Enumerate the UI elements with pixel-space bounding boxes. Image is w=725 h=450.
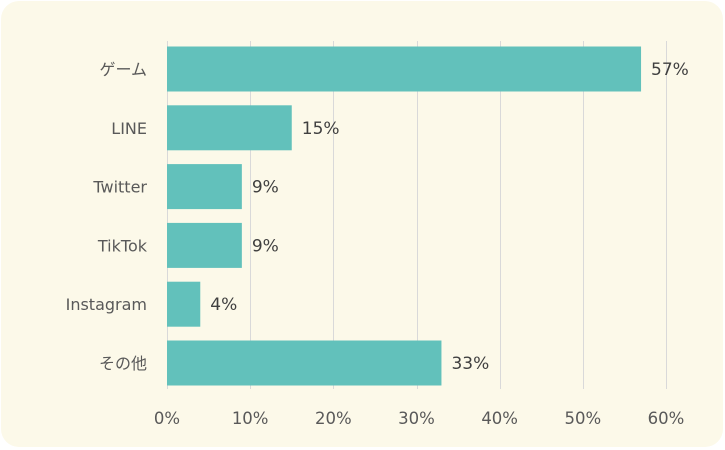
value-labels: 57% 15% 9% 9% 4% 33% — [210, 60, 689, 374]
x-tick-label: 30% — [398, 409, 435, 428]
bar — [167, 164, 242, 210]
value-label: 57% — [651, 60, 689, 80]
bar — [167, 340, 442, 386]
x-tick-label: 40% — [481, 409, 518, 428]
category-label: Instagram — [66, 295, 147, 314]
x-axis-tick-labels: 0% 10% 20% 30% 40% 50% 60% — [154, 409, 684, 428]
category-labels: ゲーム LINE Twitter TikTok Instagram その他 — [66, 60, 148, 373]
x-tick-label: 60% — [648, 409, 685, 428]
category-label: LINE — [111, 119, 147, 138]
bar — [167, 46, 642, 92]
x-tick-label: 0% — [154, 409, 180, 428]
bar — [167, 281, 201, 327]
x-tick-label: 20% — [315, 409, 352, 428]
bars — [167, 46, 642, 386]
category-label: その他 — [99, 354, 147, 373]
value-label: 9% — [252, 236, 279, 256]
x-tick-label: 50% — [564, 409, 601, 428]
value-label: 33% — [451, 354, 489, 374]
category-label: Twitter — [92, 178, 147, 197]
x-tick-label: 10% — [232, 409, 269, 428]
bar — [167, 105, 292, 151]
category-label: TikTok — [97, 236, 148, 255]
bar — [167, 222, 242, 268]
gridlines — [167, 41, 667, 389]
category-label: ゲーム — [99, 60, 147, 79]
value-label: 9% — [252, 178, 279, 198]
value-label: 4% — [210, 295, 237, 315]
value-label: 15% — [302, 119, 340, 139]
